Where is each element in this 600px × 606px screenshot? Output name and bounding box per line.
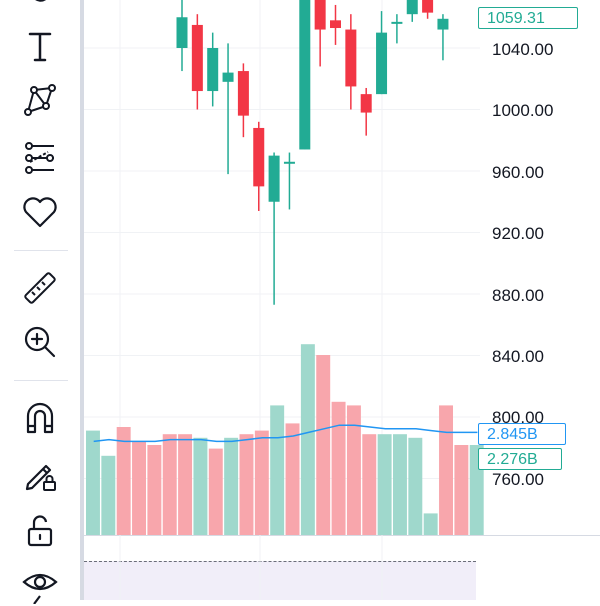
- candle-body: [283, 161, 295, 164]
- price-chart[interactable]: 1040.00 1000.00 960.00 920.00 880.00 840…: [84, 0, 600, 600]
- volume-bars: [86, 344, 484, 535]
- volume-bar: [362, 434, 377, 535]
- pane-separator[interactable]: [84, 535, 600, 536]
- price-tick: 1040.00: [492, 40, 553, 59]
- last-price-label: 1059.31: [478, 7, 578, 29]
- volume-bar: [346, 405, 361, 535]
- ruler-icon[interactable]: [16, 266, 64, 310]
- volume-bar: [132, 441, 146, 535]
- candle-body: [207, 48, 219, 92]
- volume-bar: [193, 437, 208, 535]
- price-tick: 760.00: [492, 470, 544, 489]
- volume-bar: [239, 434, 254, 535]
- volume-bar: [316, 355, 331, 535]
- price-tick: 880.00: [492, 286, 544, 305]
- volume-bar: [224, 437, 239, 535]
- candle-body: [176, 17, 188, 48]
- zoom-in-icon[interactable]: [16, 320, 64, 364]
- candles: [176, 0, 449, 305]
- text-tool-icon[interactable]: [16, 24, 64, 68]
- unlock-icon[interactable]: [16, 508, 64, 552]
- candle-body: [406, 0, 418, 15]
- toolbar-border: [80, 0, 84, 600]
- candle-body: [376, 32, 388, 95]
- volume-bar: [454, 445, 469, 535]
- volume-bar: [86, 430, 100, 535]
- volume-bar: [408, 437, 423, 535]
- volume-bar: [147, 445, 162, 535]
- candle-body: [237, 71, 249, 116]
- candle-body: [314, 0, 326, 30]
- volume-bar: [116, 427, 131, 535]
- volume-bar: [439, 405, 453, 535]
- price-tick: 920.00: [492, 224, 544, 243]
- volume-ma-line: [93, 424, 478, 443]
- drawing-toolbar: [0, 0, 80, 604]
- volume-bar: [162, 434, 177, 535]
- volume-label: 2.276B: [478, 448, 562, 470]
- price-tick: 1000.00: [492, 101, 553, 120]
- volume-bar: [331, 401, 346, 535]
- volume-ma-label: 2.845B: [478, 423, 566, 445]
- candle-body: [422, 0, 434, 13]
- price-tick: 960.00: [492, 163, 544, 182]
- candle-body: [437, 18, 449, 30]
- volume-bar: [208, 448, 223, 535]
- toolbar-divider: [14, 380, 68, 381]
- price-tick: 840.00: [492, 347, 544, 366]
- candle-body: [222, 72, 234, 82]
- candle-body: [360, 94, 372, 113]
- candle-body: [391, 21, 403, 24]
- magnet-icon[interactable]: [16, 396, 64, 440]
- volume-bar: [101, 455, 116, 535]
- candle-body: [345, 29, 357, 87]
- volume-bar: [254, 430, 269, 535]
- candle-body: [191, 24, 203, 92]
- lock-drawings-icon[interactable]: [16, 452, 64, 496]
- favorites-heart-icon[interactable]: [16, 190, 64, 234]
- price-tick: 800.00: [492, 408, 544, 427]
- candle-body: [268, 155, 280, 202]
- volume-bar: [178, 434, 193, 535]
- pattern-tool-icon[interactable]: [16, 78, 64, 122]
- volume-bar: [285, 423, 300, 535]
- volume-bar: [393, 434, 407, 535]
- price-axis: 1040.00 1000.00 960.00 920.00 880.00 840…: [492, 40, 553, 489]
- candle-body: [253, 127, 265, 187]
- brush-icon[interactable]: [16, 0, 64, 22]
- volume-bar: [423, 513, 438, 535]
- volume-bar: [270, 405, 285, 535]
- volume-bar: [300, 344, 315, 535]
- candle-body: [299, 0, 311, 150]
- candle-body: [330, 20, 341, 29]
- toolbar-divider: [14, 250, 68, 251]
- prediction-tool-icon[interactable]: [16, 136, 64, 180]
- indicator-level-line: [84, 561, 476, 562]
- volume-bar: [377, 434, 392, 535]
- eye-icon[interactable]: [16, 562, 64, 606]
- indicator-pane: [84, 561, 476, 600]
